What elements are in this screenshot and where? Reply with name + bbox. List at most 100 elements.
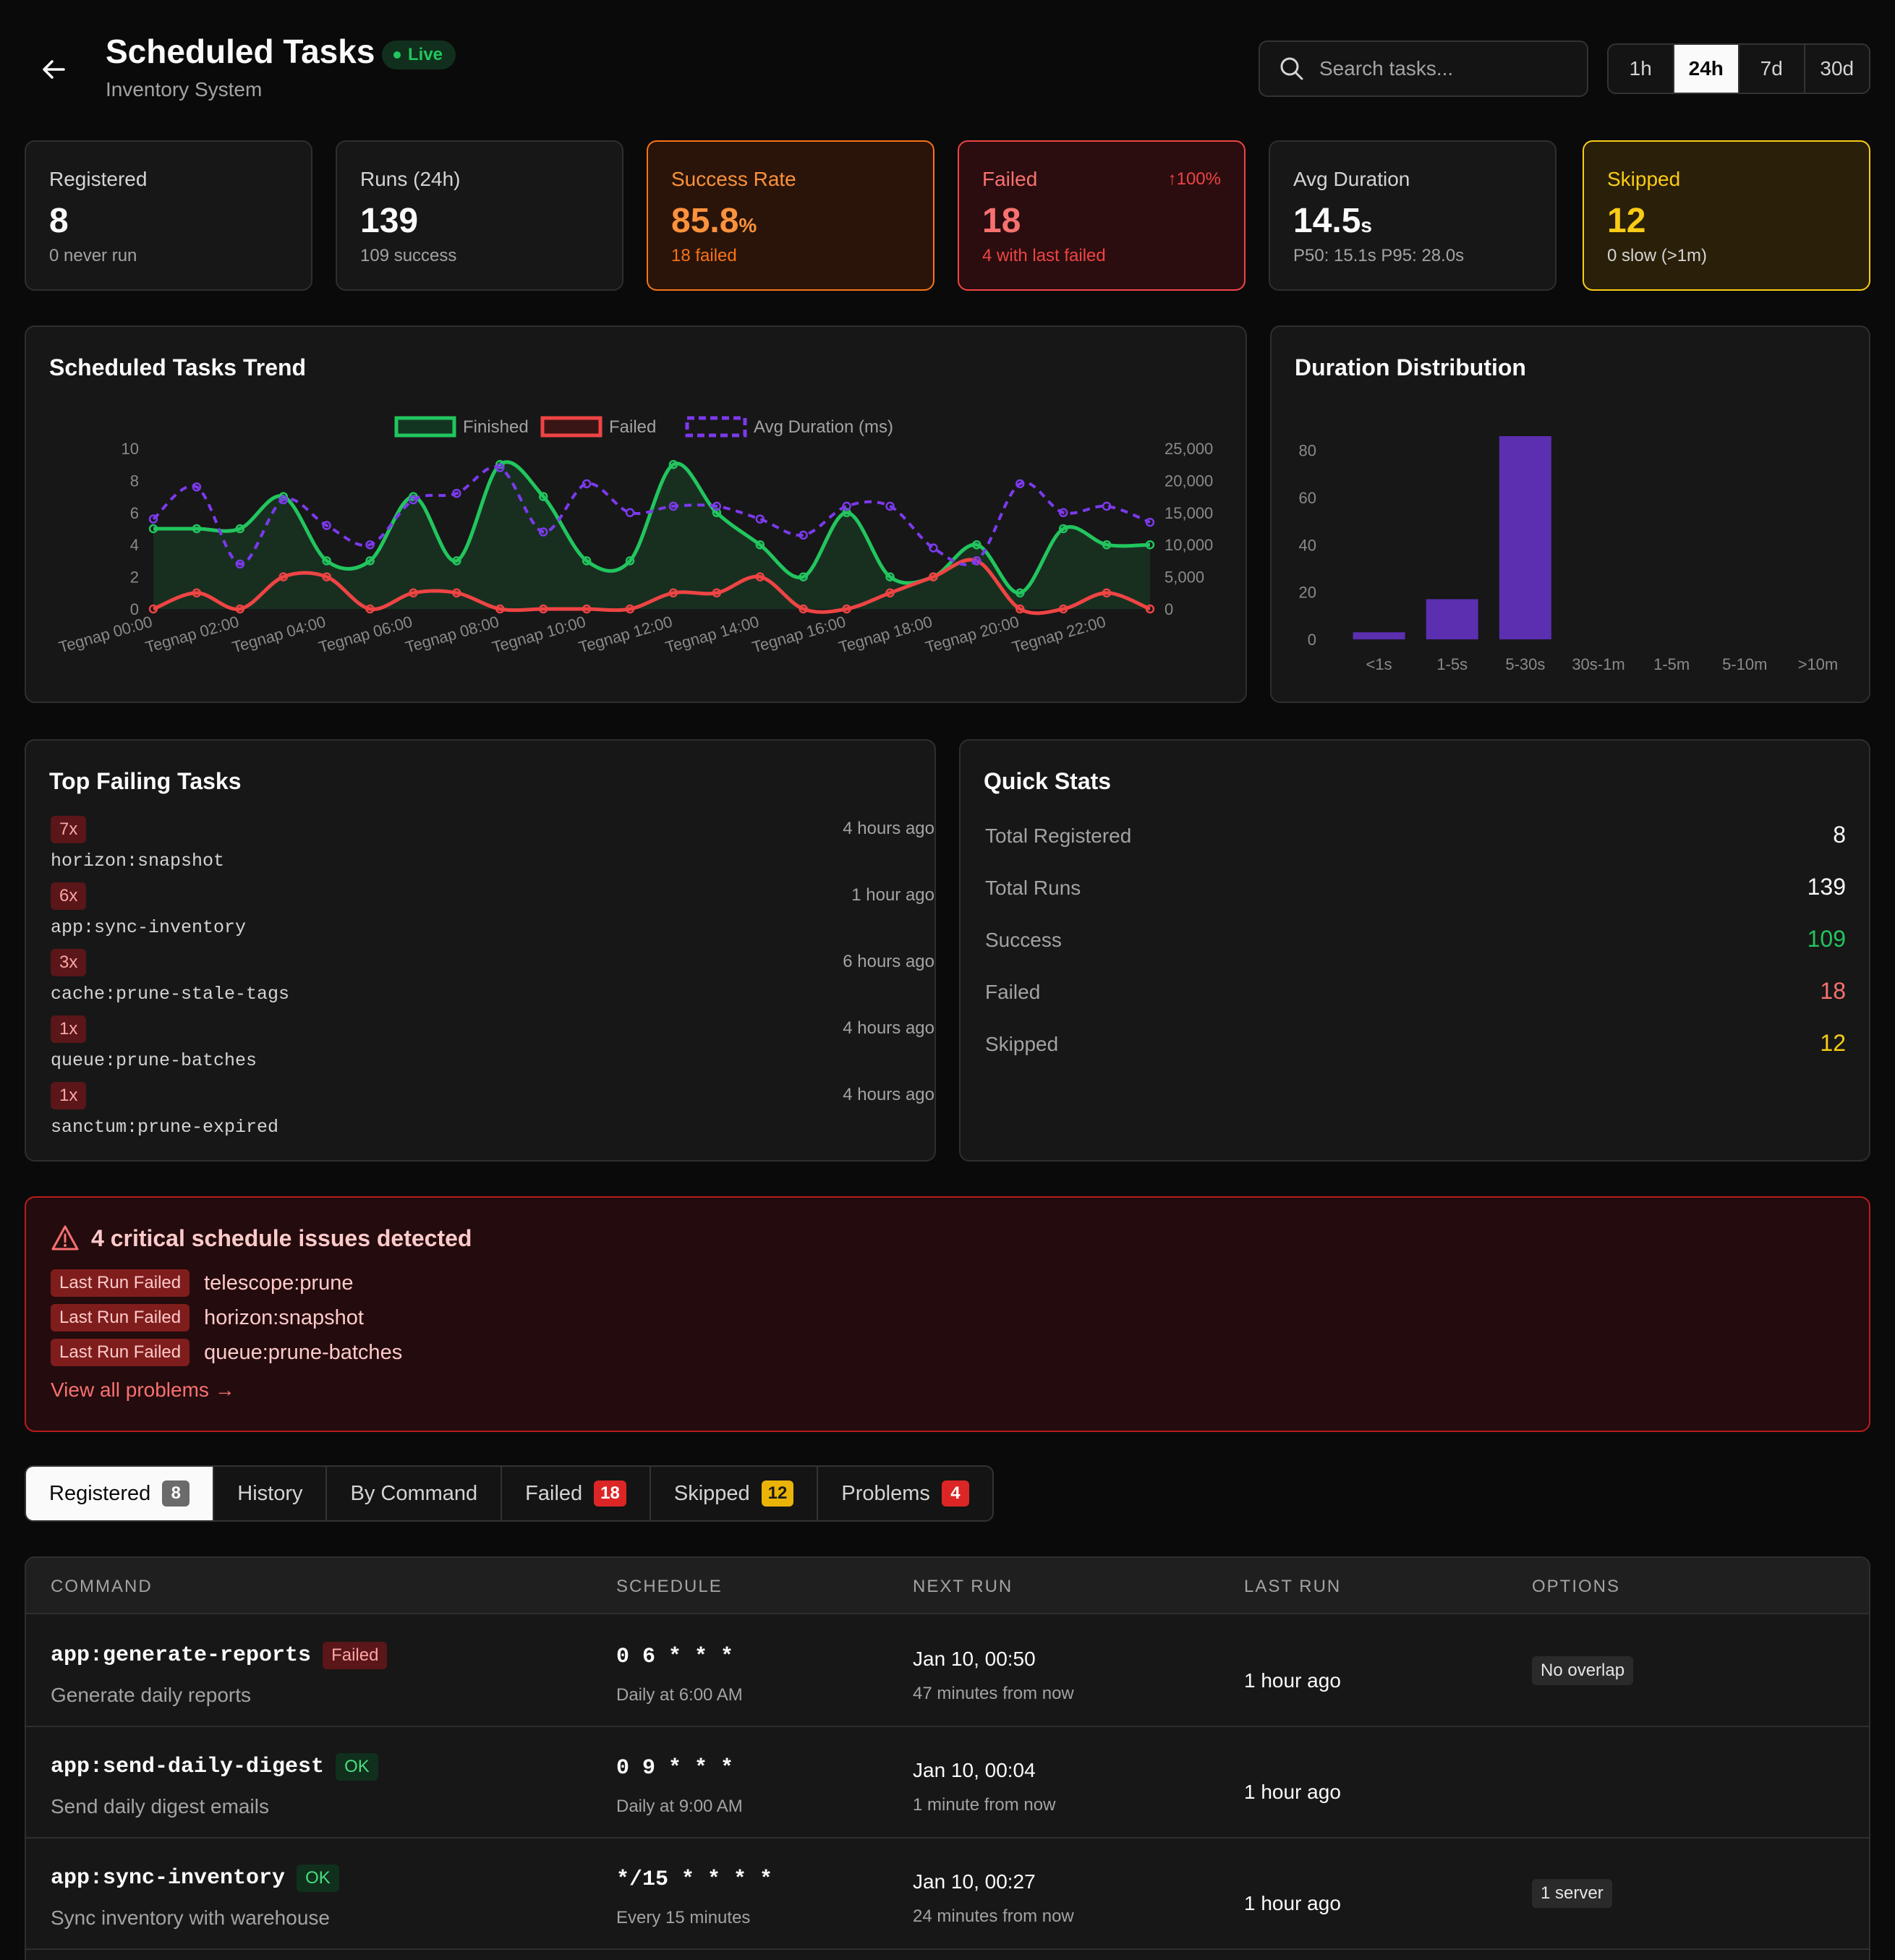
trend-chart-card: Scheduled Tasks Trend Finished Failed Avg …: [25, 325, 1247, 703]
failing-task-row[interactable]: 6x 1 hour ago app:sync-inventory: [51, 882, 934, 946]
y-right-tick: 5,000: [1164, 568, 1204, 587]
next-run-date: Jan 10, 00:27: [913, 1870, 1036, 1893]
y-tick: 80: [1299, 442, 1316, 460]
y-right-tick: 20,000: [1164, 472, 1213, 490]
failing-task-row[interactable]: 1x 4 hours ago queue:prune-batches: [51, 1015, 934, 1079]
x-tick: Tegnap 22:00: [1010, 613, 1107, 657]
search-input[interactable]: Search tasks...: [1259, 41, 1588, 97]
fail-count-badge: 7x: [51, 816, 87, 843]
col-schedule[interactable]: SCHEDULE: [616, 1577, 723, 1596]
tab-label: Registered: [49, 1481, 151, 1505]
kpi-skipped: Skipped 12 0 slow (>1m): [1583, 140, 1870, 291]
range-1h[interactable]: 1h: [1609, 45, 1674, 93]
time-range-selector[interactable]: 1h 24h 7d 30d: [1607, 43, 1870, 94]
legend-label: Finished: [463, 417, 529, 437]
quick-stat-value: 109: [1807, 926, 1846, 952]
data-point: [148, 524, 158, 534]
table-row[interactable]: app:sync-inventory OK Sync inventory with …: [26, 1838, 1869, 1950]
data-point: [885, 572, 895, 581]
issue-row[interactable]: Last Run Failed queue:prune-batches: [51, 1338, 402, 1367]
x-tick: Tegnap 00:00: [56, 613, 154, 657]
issue-row[interactable]: Last Run Failed telescope:prune: [51, 1269, 353, 1298]
x-tick: Tegnap 08:00: [404, 613, 501, 657]
x-tick: Tegnap 06:00: [317, 613, 414, 657]
view-all-problems-link[interactable]: View all problems →: [51, 1379, 235, 1401]
tab-registered[interactable]: Registered 8: [26, 1467, 215, 1520]
back-arrow-icon[interactable]: [39, 55, 68, 84]
x-tick: 30s-1m: [1572, 655, 1624, 673]
data-point: [365, 540, 375, 550]
data-point: [755, 514, 765, 524]
data-point: [668, 459, 678, 469]
data-point: [409, 588, 418, 598]
last-run: 1 hour ago: [1244, 1669, 1341, 1692]
y-left-tick: 0: [130, 600, 139, 618]
fail-time: 4 hours ago: [843, 819, 934, 838]
tab-by-command[interactable]: By Command: [327, 1467, 503, 1520]
x-tick: <1s: [1366, 655, 1392, 673]
table-row[interactable]: app:generate-reports Failed Generate daily…: [26, 1616, 1869, 1727]
tab-count-badge: 4: [941, 1480, 969, 1507]
data-point: [842, 501, 851, 511]
range-7d[interactable]: 7d: [1739, 45, 1805, 93]
y-left-tick: 2: [130, 568, 139, 587]
col-next-run[interactable]: NEXT RUN: [913, 1577, 1013, 1596]
data-point: [1015, 479, 1025, 489]
tab-problems[interactable]: Problems 4: [818, 1467, 992, 1520]
failing-task-row[interactable]: 7x 4 hours ago horizon:snapshot: [51, 816, 934, 879]
data-point: [452, 556, 461, 566]
cron-expression: 0 6 * * *: [616, 1645, 734, 1669]
data-point: [235, 524, 245, 534]
data-point: [668, 501, 678, 511]
fail-count-badge: 6x: [51, 882, 87, 910]
col-last-run[interactable]: LAST RUN: [1244, 1577, 1342, 1596]
data-point: [322, 572, 331, 581]
issue-row[interactable]: Last Run Failed horizon:snapshot: [51, 1303, 364, 1332]
range-24h[interactable]: 24h: [1674, 45, 1739, 93]
legend-item-0[interactable]: Finished: [394, 416, 529, 438]
top-failing-title: Top Failing Tasks: [49, 768, 242, 794]
tab-skipped[interactable]: Skipped 12: [651, 1467, 819, 1520]
y-tick: 0: [1308, 631, 1316, 649]
table-header: COMMAND SCHEDULE NEXT RUN LAST RUN OPTIO…: [26, 1558, 1869, 1614]
quick-stat-row: Success 109: [985, 923, 1846, 959]
command-cell: app:send-daily-digest OK: [51, 1753, 378, 1781]
legend-item-1[interactable]: Failed: [540, 416, 656, 438]
fail-time: 6 hours ago: [843, 952, 934, 971]
data-point: [712, 501, 722, 511]
quick-stat-row: Skipped 12: [985, 1027, 1846, 1063]
bar-5-30s: [1499, 436, 1551, 639]
data-point: [582, 604, 592, 614]
cron-human: Daily at 6:00 AM: [616, 1685, 743, 1705]
range-30d[interactable]: 30d: [1820, 57, 1854, 80]
data-point: [235, 604, 245, 614]
data-point: [235, 559, 245, 569]
data-point: [1145, 604, 1155, 614]
command-name: app:send-daily-digest: [51, 1755, 325, 1779]
next-run-date: Jan 10, 00:04: [913, 1759, 1036, 1781]
page-subtitle: Inventory System: [106, 78, 263, 101]
cron-human: Every 15 minutes: [616, 1908, 751, 1927]
data-point: [842, 604, 851, 614]
col-command[interactable]: COMMAND: [51, 1577, 153, 1596]
failing-task-row[interactable]: 3x 6 hours ago cache:prune-stale-tags: [51, 949, 934, 1013]
x-tick: 1-5m: [1653, 655, 1690, 673]
table-row[interactable]: app:send-daily-digest OK Send daily digest…: [26, 1727, 1869, 1838]
data-point: [799, 572, 808, 581]
command-cell: app:generate-reports Failed: [51, 1642, 388, 1669]
y-right-tick: 15,000: [1164, 504, 1213, 522]
data-point: [929, 543, 938, 553]
command-description: Generate daily reports: [51, 1684, 252, 1706]
legend-item-2[interactable]: Avg Duration (ms): [685, 416, 893, 438]
quick-stats-card: Quick Stats Total Registered 8 Total Runs 1…: [959, 739, 1870, 1162]
failing-task-row[interactable]: 1x 4 hours ago sanctum:prune-expired: [51, 1082, 934, 1146]
y-tick: 60: [1299, 489, 1316, 507]
next-run-relative: 24 minutes from now: [913, 1906, 1074, 1926]
command-description: Send daily digest emails: [51, 1795, 269, 1818]
tab-history[interactable]: History: [214, 1467, 328, 1520]
x-tick: >10m: [1798, 655, 1839, 673]
data-point: [538, 527, 548, 537]
fail-count-badge: 3x: [51, 949, 87, 976]
data-point: [582, 556, 592, 566]
tab-failed[interactable]: Failed 18: [502, 1467, 651, 1520]
